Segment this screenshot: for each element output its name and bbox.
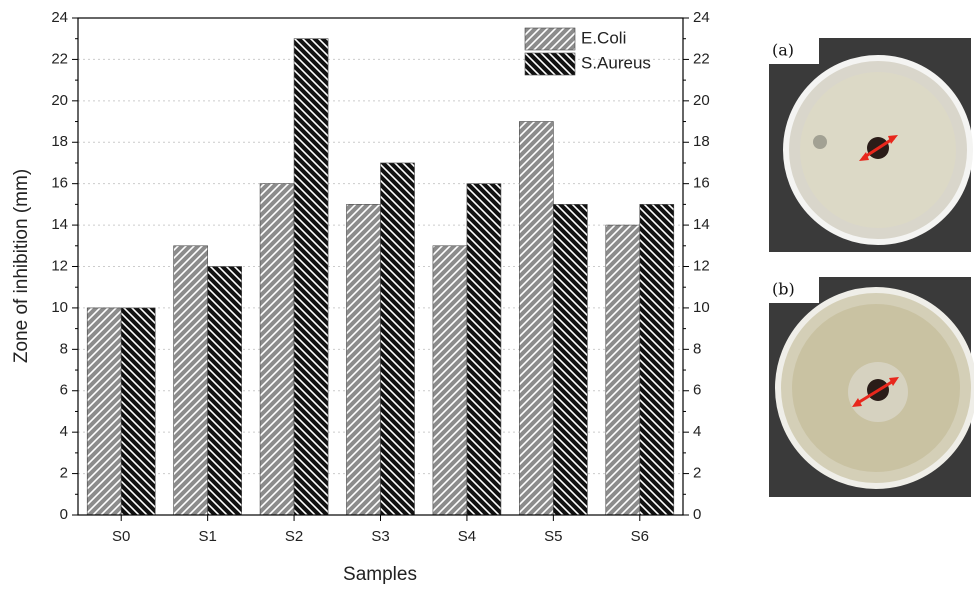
bar bbox=[293, 38, 329, 516]
photo-panel: (b) bbox=[769, 277, 974, 497]
label-box bbox=[769, 277, 819, 303]
y-tick-label: 4 bbox=[60, 423, 68, 440]
y-tick-label: 0 bbox=[60, 506, 68, 523]
y2-tick-label: 14 bbox=[693, 216, 710, 233]
bar bbox=[259, 183, 295, 516]
y2-tick-label: 0 bbox=[693, 506, 701, 523]
bar bbox=[380, 162, 415, 516]
y-tick-label: 14 bbox=[51, 216, 68, 233]
bar bbox=[553, 204, 588, 516]
y-tick-label: 2 bbox=[60, 465, 68, 482]
x-tick-label: S5 bbox=[544, 528, 562, 545]
y2-tick-label: 4 bbox=[693, 423, 701, 440]
plot-frame bbox=[77, 17, 684, 516]
bar bbox=[207, 266, 242, 516]
y-tick-label: 24 bbox=[51, 9, 68, 26]
x-tick-label: S4 bbox=[458, 528, 476, 545]
bar bbox=[639, 204, 675, 516]
y2-tick-label: 10 bbox=[693, 299, 710, 316]
x-axis-title: Samples bbox=[343, 564, 417, 585]
bar bbox=[173, 245, 208, 516]
arrow bbox=[855, 378, 896, 406]
y-tick-label: 8 bbox=[60, 340, 68, 357]
y-tick-label: 12 bbox=[51, 257, 68, 274]
x-tick-label: S3 bbox=[371, 528, 389, 545]
y2-tick-label: 6 bbox=[693, 382, 701, 399]
y-tick-label: 18 bbox=[51, 133, 68, 150]
y-tick-label: 20 bbox=[51, 92, 68, 109]
y-tick-label: 16 bbox=[51, 175, 68, 192]
bar bbox=[466, 183, 502, 516]
bar bbox=[432, 245, 468, 516]
arrow-head bbox=[852, 377, 899, 407]
y2-tick-label: 20 bbox=[693, 92, 710, 109]
legend-swatch bbox=[524, 52, 576, 76]
y2-tick-label: 8 bbox=[693, 340, 701, 357]
legend-label: S.Aureus bbox=[581, 53, 651, 72]
y2-tick-label: 16 bbox=[693, 175, 710, 192]
y2-tick-label: 2 bbox=[693, 465, 701, 482]
x-tick-label: S6 bbox=[631, 528, 649, 545]
arrow bbox=[862, 136, 895, 160]
legend-swatch bbox=[524, 27, 576, 51]
arrow-head bbox=[859, 135, 898, 161]
x-tick-label: S1 bbox=[198, 528, 216, 545]
bar bbox=[86, 307, 122, 516]
label-box bbox=[769, 38, 819, 64]
y-tick-label: 6 bbox=[60, 382, 68, 399]
bar bbox=[605, 224, 641, 516]
y-tick-label: 22 bbox=[51, 50, 68, 67]
y-axis-title: Zone of inhibition (mm) bbox=[11, 169, 32, 363]
y2-tick-label: 22 bbox=[693, 50, 710, 67]
y2-tick-label: 24 bbox=[693, 9, 710, 26]
y2-tick-label: 12 bbox=[693, 257, 710, 274]
x-tick-label: S0 bbox=[112, 528, 130, 545]
panel-label: (a) bbox=[772, 41, 794, 60]
y-tick-label: 10 bbox=[51, 299, 68, 316]
bar bbox=[120, 307, 156, 516]
bar bbox=[519, 121, 554, 516]
y2-tick-label: 18 bbox=[693, 133, 710, 150]
photo-panel: (a) bbox=[769, 38, 973, 252]
spot bbox=[813, 135, 827, 149]
x-tick-label: S2 bbox=[285, 528, 303, 545]
legend-label: E.Coli bbox=[581, 28, 626, 47]
bar bbox=[346, 204, 381, 516]
panel-label: (b) bbox=[772, 280, 795, 299]
